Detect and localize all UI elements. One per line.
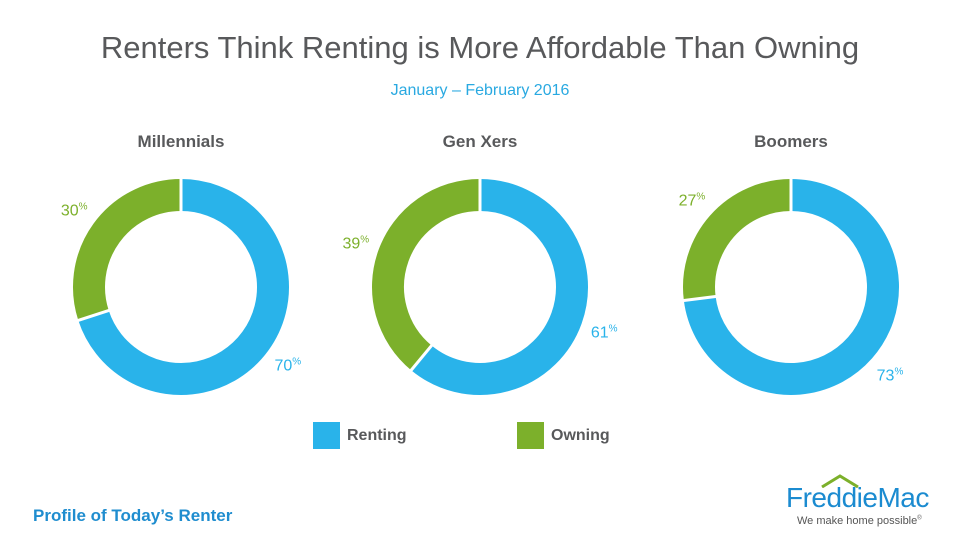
data-label-millennials-renting: 70% [274,357,301,375]
logo-tagline: We make home possible® [797,515,922,527]
donut-title-boomers: Boomers [754,132,828,151]
donut-slice-boomers-renting [683,179,899,395]
data-label-boomers-owning: 27% [679,192,706,210]
chart-subtitle: January – February 2016 [390,82,570,99]
slice-separator-boomers [682,294,717,303]
legend-label-owning: Owning [551,427,610,444]
house-roof-icon [821,474,859,488]
data-label-millennials-owning: 30% [61,201,88,219]
donut-slice-gen-xers-renting [411,179,588,395]
footer-text: Profile of Today’s Renter [33,506,233,525]
slice-separator-gen-xers [409,343,434,372]
legend-label-renting: Renting [347,427,407,444]
legend-swatch-owning [517,422,544,449]
donut-slice-gen-xers-owning [372,179,481,371]
chart-title: Renters Think Renting is More Affordable… [100,30,860,65]
donut-title-millennials: Millennials [138,132,225,151]
donut-title-gen-xers: Gen Xers [443,132,518,151]
data-label-gen-xers-renting: 61% [591,324,618,342]
data-label-gen-xers-owning: 39% [342,234,369,252]
data-label-boomers-renting: 73% [877,366,904,384]
legend-swatch-renting [313,422,340,449]
slice-separator-millennials [76,308,111,323]
donut-slice-millennials-owning [73,179,182,321]
donut-slice-boomers-owning [683,179,792,301]
donut-slice-millennials-renting [78,179,289,395]
logo-name: FreddieMac [786,482,929,513]
freddie-mac-logo: FreddieMac We make home possible® [786,474,936,534]
